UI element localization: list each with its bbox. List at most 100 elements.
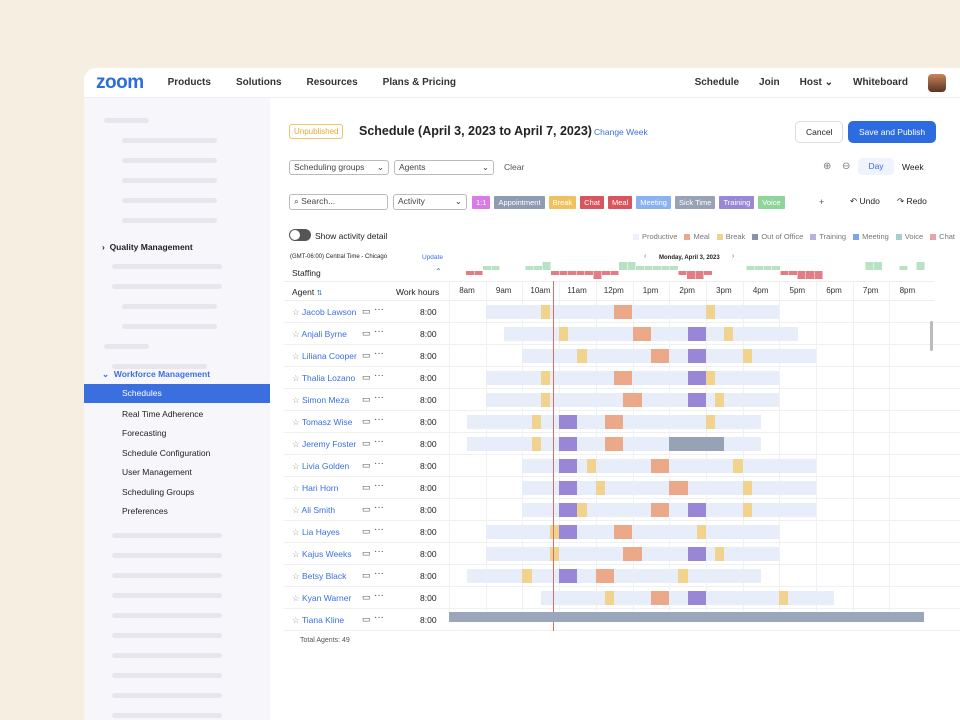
break-block[interactable]	[678, 569, 688, 583]
break-block[interactable]	[715, 547, 725, 561]
activity-chip[interactable]: Sick Time	[674, 196, 716, 209]
training-block[interactable]	[559, 437, 578, 451]
more-options-icon[interactable]: ···	[374, 348, 384, 359]
sidebar-workforce-management[interactable]: ⌄ Workforce Management	[102, 369, 211, 379]
activity-chip[interactable]: Voice	[758, 196, 785, 209]
star-icon[interactable]: ☆	[292, 395, 300, 405]
nav-products[interactable]: Products	[167, 77, 211, 88]
update-timezone-link[interactable]: Update	[422, 254, 443, 261]
vertical-scrollbar[interactable]	[930, 321, 933, 351]
sidebar-quality-management[interactable]: › Quality Management	[102, 242, 193, 252]
meal-block[interactable]	[614, 525, 633, 539]
change-week-link[interactable]: Change Week	[594, 127, 648, 137]
horizontal-scrollbar[interactable]	[449, 612, 924, 622]
agent-name[interactable]: ☆ Hari Horn	[292, 483, 338, 494]
agent-name[interactable]: ☆ Thalia Lozano	[292, 373, 355, 384]
star-icon[interactable]: ☆	[292, 461, 300, 471]
sick-block[interactable]	[669, 437, 725, 451]
comment-icon[interactable]: ▭	[362, 372, 371, 382]
sidebar-item-schedule-configuration[interactable]: Schedule Configuration	[122, 448, 211, 458]
more-options-icon[interactable]: ···	[374, 568, 384, 579]
star-icon[interactable]: ☆	[292, 549, 300, 559]
break-block[interactable]	[742, 349, 752, 363]
star-icon[interactable]: ☆	[292, 417, 300, 427]
activity-chip[interactable]: Appointment	[494, 196, 545, 209]
zoom-in-icon[interactable]: ⊕	[823, 161, 832, 172]
break-block[interactable]	[696, 525, 706, 539]
meal-block[interactable]	[669, 481, 688, 495]
comment-icon[interactable]: ▭	[362, 394, 371, 404]
meal-block[interactable]	[604, 415, 624, 429]
nav-join[interactable]: Join	[759, 77, 780, 88]
training-block[interactable]	[687, 503, 706, 517]
break-block[interactable]	[531, 415, 541, 429]
more-options-icon[interactable]: ···	[374, 304, 384, 315]
activity-chip[interactable]: Training	[719, 196, 755, 209]
avatar[interactable]	[928, 73, 946, 92]
break-block[interactable]	[577, 503, 587, 517]
more-options-icon[interactable]: ···	[374, 502, 384, 513]
star-icon[interactable]: ☆	[292, 615, 300, 625]
activity-chip[interactable]: Meal	[608, 196, 633, 209]
star-icon[interactable]: ☆	[292, 373, 300, 383]
break-block[interactable]	[705, 371, 716, 385]
training-block[interactable]	[559, 503, 578, 517]
meal-block[interactable]	[650, 459, 670, 473]
star-icon[interactable]: ☆	[292, 439, 300, 449]
training-block[interactable]	[559, 525, 578, 539]
break-block[interactable]	[540, 393, 550, 407]
agent-name[interactable]: ☆ Simon Meza	[292, 395, 349, 406]
shift-bar[interactable]	[522, 349, 816, 363]
comment-icon[interactable]: ▭	[362, 592, 371, 602]
training-block[interactable]	[687, 393, 706, 407]
sidebar-item-schedules[interactable]: Schedules	[84, 384, 270, 403]
show-activity-detail-toggle[interactable]	[289, 229, 311, 241]
nav-plans[interactable]: Plans & Pricing	[382, 77, 457, 88]
star-icon[interactable]: ☆	[292, 329, 300, 339]
comment-icon[interactable]: ▭	[362, 438, 371, 448]
break-block[interactable]	[742, 503, 752, 517]
undo-button[interactable]: ↶ Undo	[850, 196, 880, 207]
shift-bar[interactable]	[522, 503, 816, 517]
break-block[interactable]	[549, 547, 560, 561]
sidebar-item-forecasting[interactable]: Forecasting	[122, 428, 167, 438]
agent-name[interactable]: ☆ Jacob Lawson	[292, 307, 356, 318]
next-day-button[interactable]: ›	[732, 253, 735, 260]
meal-block[interactable]	[604, 437, 624, 451]
cancel-button[interactable]: Cancel	[795, 121, 844, 143]
star-icon[interactable]: ☆	[292, 307, 300, 317]
star-icon[interactable]: ☆	[292, 571, 300, 581]
sidebar-item-preferences[interactable]: Preferences	[122, 506, 168, 516]
training-block[interactable]	[687, 349, 706, 363]
week-toggle[interactable]: Week	[902, 162, 924, 172]
more-options-icon[interactable]: ···	[374, 436, 384, 447]
sidebar-item-real-time-adherence[interactable]: Real Time Adherence	[122, 409, 204, 419]
break-block[interactable]	[540, 305, 550, 319]
break-block[interactable]	[522, 569, 532, 583]
activity-chip[interactable]: Break	[548, 196, 577, 209]
more-options-icon[interactable]: ···	[374, 524, 384, 535]
break-block[interactable]	[540, 371, 550, 385]
agent-name[interactable]: ☆ Kajus Weeks	[292, 549, 351, 560]
agent-column-header[interactable]: Agent ⇅	[292, 287, 322, 297]
meal-block[interactable]	[650, 349, 670, 363]
more-options-icon[interactable]: ···	[374, 414, 384, 425]
agent-name[interactable]: ☆ Livia Golden	[292, 461, 349, 472]
training-block[interactable]	[687, 547, 706, 561]
more-options-icon[interactable]: ···	[374, 480, 384, 491]
star-icon[interactable]: ☆	[292, 505, 300, 515]
comment-icon[interactable]: ▭	[362, 328, 371, 338]
agents-select[interactable]: Agents ⌄	[394, 160, 494, 175]
break-block[interactable]	[742, 481, 752, 495]
meal-block[interactable]	[632, 327, 651, 341]
more-options-icon[interactable]: ···	[374, 326, 384, 337]
star-icon[interactable]: ☆	[292, 593, 300, 603]
training-block[interactable]	[559, 415, 578, 429]
meal-block[interactable]	[623, 547, 642, 561]
shift-bar[interactable]	[467, 569, 761, 583]
more-options-icon[interactable]: ···	[374, 392, 384, 403]
comment-icon[interactable]: ▭	[362, 548, 371, 558]
prev-day-button[interactable]: ‹	[644, 253, 647, 260]
collapse-staffing-icon[interactable]: ⌃	[435, 267, 442, 276]
agent-name[interactable]: ☆ Ali Smith	[292, 505, 335, 516]
